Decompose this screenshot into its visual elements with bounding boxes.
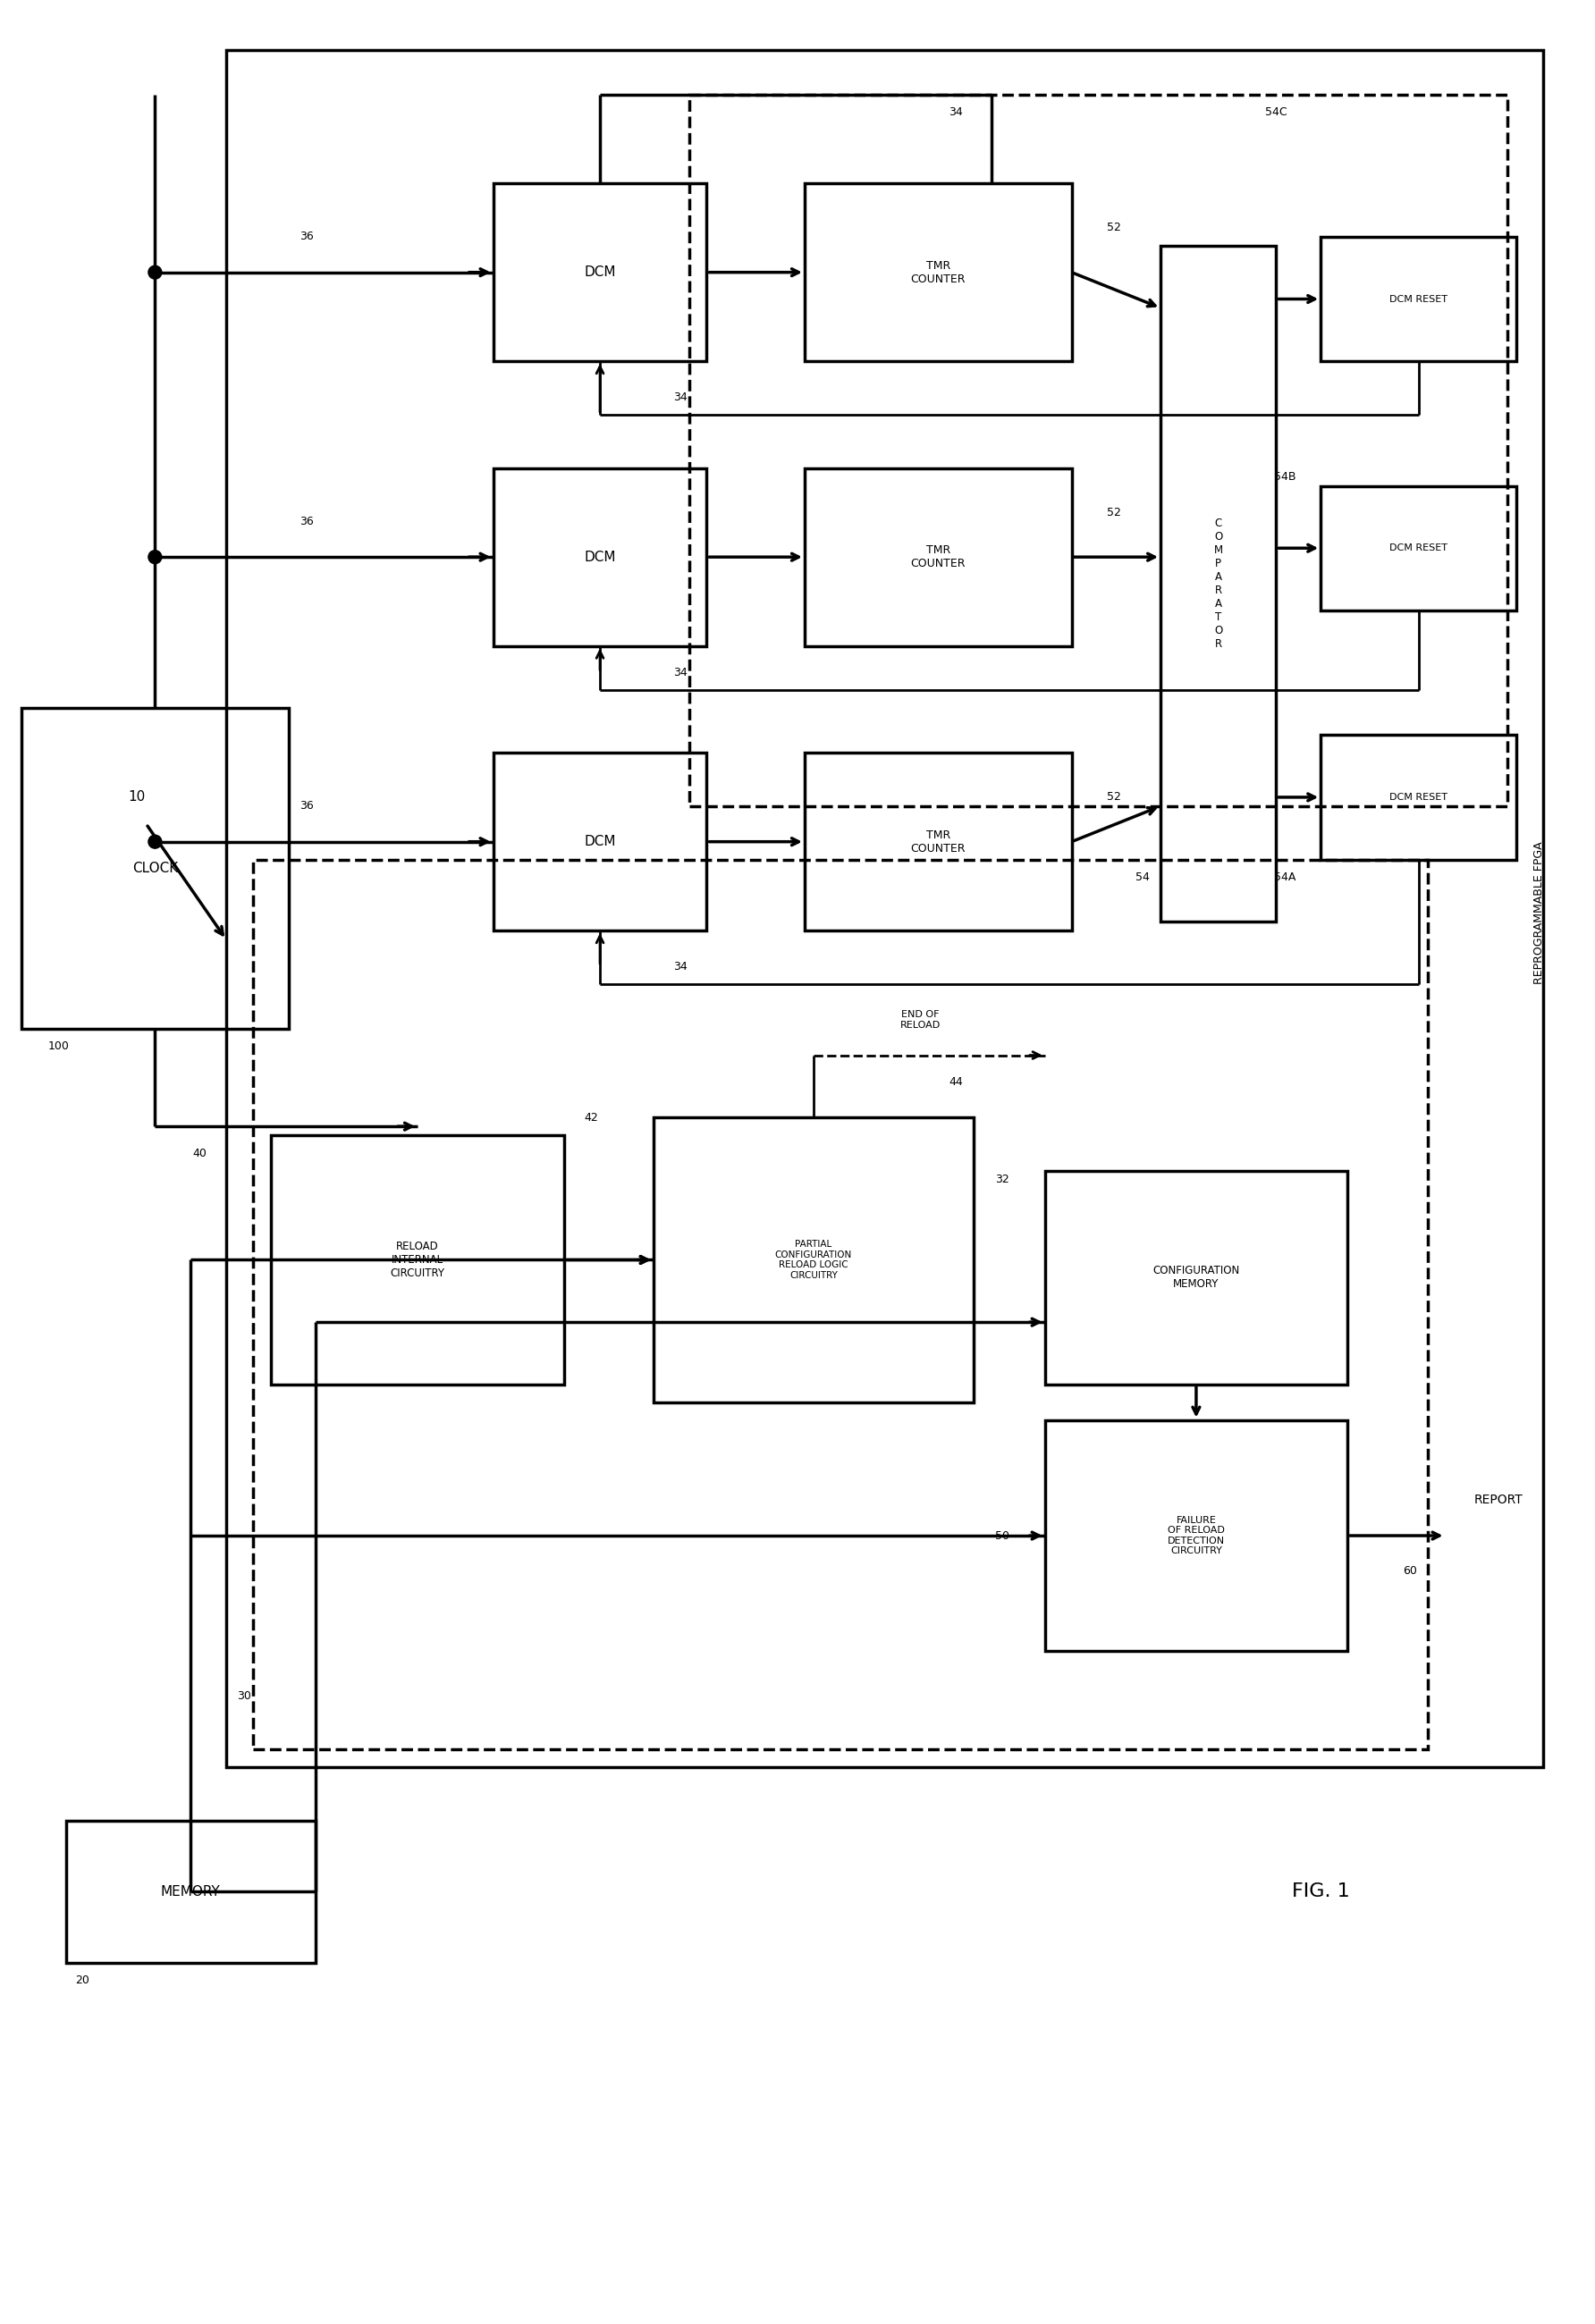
Text: CLOCK: CLOCK (132, 862, 179, 876)
Text: 44: 44 (949, 1076, 963, 1088)
Text: 50: 50 (995, 1529, 1010, 1541)
Text: FAILURE
OF RELOAD
DETECTION
CIRCUITRY: FAILURE OF RELOAD DETECTION CIRCUITRY (1168, 1515, 1225, 1555)
Bar (1321, 734, 1517, 860)
Text: TMR
COUNTER: TMR COUNTER (911, 260, 965, 286)
Text: DCM: DCM (584, 551, 616, 565)
Text: 36: 36 (300, 799, 313, 811)
Text: 54B: 54B (1274, 472, 1297, 483)
Circle shape (148, 265, 161, 279)
Text: DCM RESET: DCM RESET (1389, 295, 1448, 304)
Bar (1045, 1420, 1348, 1652)
Circle shape (148, 551, 161, 565)
Text: DCM RESET: DCM RESET (1389, 792, 1448, 802)
Text: 20: 20 (75, 1975, 89, 1987)
Text: END OF
RELOAD: END OF RELOAD (900, 1011, 941, 1030)
Text: TMR
COUNTER: TMR COUNTER (911, 830, 965, 855)
Text: 42: 42 (584, 1111, 598, 1122)
Text: FIG. 1: FIG. 1 (1292, 1882, 1349, 1901)
Text: 52: 52 (1107, 223, 1121, 235)
Bar (654, 1118, 973, 1401)
Bar (271, 1136, 565, 1385)
Text: 100: 100 (48, 1041, 70, 1053)
Text: 40: 40 (193, 1148, 207, 1160)
Text: DCM RESET: DCM RESET (1389, 544, 1448, 553)
Text: 10: 10 (128, 790, 145, 804)
Text: TMR
COUNTER: TMR COUNTER (911, 544, 965, 569)
Text: 36: 36 (300, 516, 313, 528)
Text: REPORT: REPORT (1474, 1494, 1523, 1506)
Bar (493, 467, 707, 646)
Text: 36: 36 (300, 230, 313, 242)
Text: 54: 54 (1136, 872, 1150, 883)
Text: C
O
M
P
A
R
A
T
O
R: C O M P A R A T O R (1214, 518, 1223, 651)
Text: REPROGRAMMABLE FPGA: REPROGRAMMABLE FPGA (1533, 841, 1544, 985)
Bar (493, 184, 707, 360)
Bar (1161, 246, 1276, 923)
Text: 34: 34 (673, 667, 687, 679)
Text: 54A: 54A (1274, 872, 1297, 883)
Text: 52: 52 (1107, 507, 1121, 518)
Text: DCM: DCM (584, 834, 616, 848)
Bar (804, 184, 1072, 360)
Bar (804, 467, 1072, 646)
Bar (1045, 1171, 1348, 1385)
Bar (804, 753, 1072, 930)
Bar (1321, 237, 1517, 360)
Text: 32: 32 (995, 1174, 1010, 1185)
Text: RELOAD
INTERNAL
CIRCUITRY: RELOAD INTERNAL CIRCUITRY (391, 1241, 445, 1278)
Text: 60: 60 (1402, 1566, 1416, 1578)
Text: 30: 30 (238, 1690, 250, 1701)
Bar (493, 753, 707, 930)
Text: 54C: 54C (1265, 107, 1287, 119)
Bar (689, 95, 1507, 806)
Bar (21, 709, 289, 1030)
Text: 52: 52 (1107, 792, 1121, 804)
Text: 34: 34 (673, 390, 687, 402)
Text: CONFIGURATION
MEMORY: CONFIGURATION MEMORY (1153, 1264, 1239, 1290)
Text: DCM: DCM (584, 265, 616, 279)
Circle shape (148, 834, 161, 848)
Text: MEMORY: MEMORY (161, 1885, 220, 1899)
Bar (254, 860, 1428, 1750)
Text: PARTIAL
CONFIGURATION
RELOAD LOGIC
CIRCUITRY: PARTIAL CONFIGURATION RELOAD LOGIC CIRCU… (775, 1239, 852, 1281)
Bar (226, 49, 1544, 1766)
Text: 34: 34 (673, 960, 687, 971)
Bar (1321, 486, 1517, 611)
Bar (65, 1820, 316, 1964)
Text: 34: 34 (949, 107, 963, 119)
